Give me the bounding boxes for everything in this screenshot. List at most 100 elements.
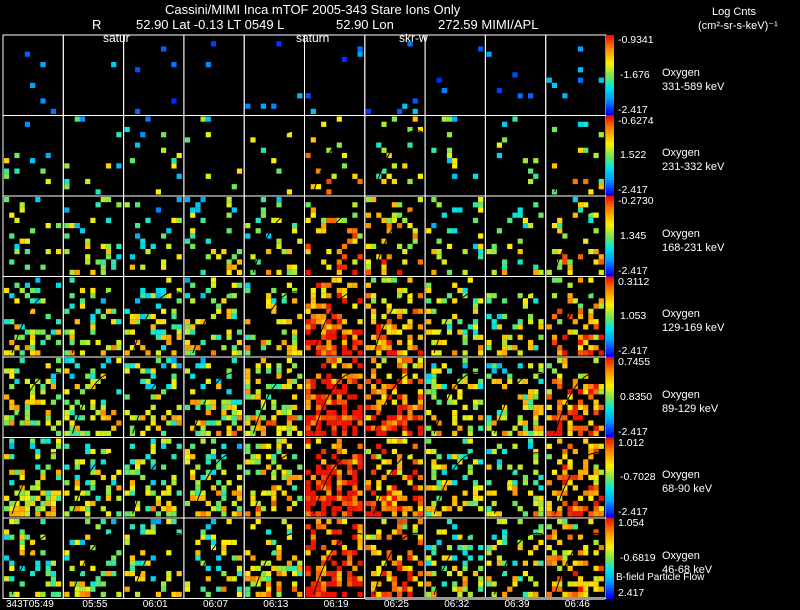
spectrogram-panel (304, 356, 366, 438)
spectrogram-panel (484, 195, 547, 277)
spectrogram-panel (183, 437, 245, 519)
spectrogram-panel (424, 437, 486, 519)
spectrogram-panel (364, 34, 426, 116)
spectrogram-panel (484, 517, 547, 599)
spectrogram-panel (123, 356, 185, 438)
colorbar (606, 357, 614, 438)
spectrogram-panel (2, 276, 64, 358)
species-label: Oxygen (662, 549, 700, 562)
spectrogram-panel (183, 356, 245, 438)
time-label: 06:19 (323, 599, 349, 610)
species-label: Oxygen (662, 66, 700, 79)
plot-title: Cassini/MIMI Inca mTOF 2005-343 Stare Io… (165, 2, 461, 17)
units-title: Log Cnts (712, 6, 757, 18)
spectrogram-panel (62, 34, 125, 116)
spectrogram-panel (243, 437, 305, 519)
spectrogram-panel (545, 517, 607, 599)
time-label: 06:32 (444, 599, 470, 610)
energy-label: 331-589 keV (662, 80, 725, 93)
energy-label: 231-332 keV (662, 161, 725, 174)
colorbar-max-label: 1.012 (618, 436, 645, 449)
colorbar (606, 437, 614, 519)
spectrogram-panel (545, 276, 607, 358)
lon-label: 52.90 Lon (336, 17, 394, 32)
spectrogram-panel (484, 437, 547, 519)
colorbar-min-label: -2.417 (618, 264, 648, 277)
row-label: Oxygen 68-90 keV (662, 468, 712, 496)
spectrogram-panel (424, 356, 486, 438)
colorbar-mid-label: -1.676 (620, 68, 650, 81)
spectrogram-panel (304, 517, 366, 599)
energy-label: 168-231 keV (662, 241, 725, 254)
spectrogram-panel (243, 195, 305, 277)
spectrogram-panel (304, 276, 366, 358)
spectrogram-panel (62, 195, 125, 277)
energy-label: 129-169 keV (662, 322, 725, 335)
colorbar-min-label: -2.417 (618, 425, 648, 438)
colorbar-max-label: -0.9341 (618, 34, 654, 46)
spectrogram-panel (364, 115, 426, 197)
spectrogram-panel (62, 517, 125, 599)
spectrogram-panel (424, 517, 486, 599)
colorbar-min-label: -2.417 (618, 184, 648, 196)
units-subtitle: (cm²-sr-s-keV)⁻¹ (698, 20, 778, 32)
row-label: Oxygen 46-68 keV (662, 549, 712, 577)
spectrogram-panel (364, 276, 426, 358)
colorbar-mid-label: -0.7028 (620, 471, 656, 484)
colorbar-max-label: -0.6274 (618, 114, 654, 127)
spectrogram-panel (123, 276, 185, 358)
spectrogram-panel (123, 437, 185, 519)
time-label: 343T05:49 (6, 599, 54, 610)
time-label: 06:39 (504, 599, 530, 610)
colorbar-mid-label: 1.345 (620, 229, 647, 242)
time-marker-bar (365, 597, 605, 600)
spectrogram-panel (304, 195, 366, 277)
colorbar-min-label: -2.417 (618, 506, 648, 518)
spectrogram-panel (62, 356, 125, 438)
colorbar-max-label: 0.3112 (618, 275, 650, 288)
spectrogram-panel (304, 437, 366, 519)
species-label: Oxygen (662, 308, 700, 321)
spectrogram-panel (183, 115, 245, 197)
spectrogram-panel (545, 115, 607, 197)
row-label: Oxygen 89-129 keV (662, 388, 718, 416)
spectrogram-panel (2, 34, 64, 116)
spectrogram-panel (62, 437, 125, 519)
spectrogram-panel (2, 356, 64, 438)
spectrogram-panel (364, 356, 426, 438)
spectrogram-panel (364, 195, 426, 277)
colorbar-mid-label: -0.6819 (620, 551, 656, 564)
spectrogram-panel (424, 195, 486, 277)
spectrogram-panel (364, 517, 426, 599)
energy-label: 68-90 keV (662, 483, 713, 496)
row-label: Oxygen 168-231 keV (662, 227, 724, 255)
spectrogram-panel (424, 34, 486, 116)
energy-label: 46-68 keV (662, 563, 713, 576)
time-label: 06:46 (564, 599, 590, 610)
spectrogram-panel (123, 517, 185, 599)
colorbar-mid-label: 1.053 (620, 310, 647, 323)
spectrogram-panel (183, 276, 245, 358)
time-label: 06:13 (263, 599, 289, 610)
time-label: 05:55 (82, 599, 108, 610)
colorbar-mid-label: 1.522 (620, 149, 647, 162)
time-label: 06:07 (203, 599, 229, 610)
energy-label: 89-129 keV (662, 402, 719, 415)
spectrogram-panel (484, 115, 547, 197)
spectrogram-panel (484, 34, 547, 116)
spectrogram-panel (243, 276, 305, 358)
colorbar-max-label: 0.7455 (618, 356, 651, 368)
spectrogram-panel (123, 115, 185, 197)
colorbar-min-label: 2.417 (618, 586, 645, 599)
colorbar-mid-label: 0.8350 (620, 390, 653, 403)
spectrogram-panel (484, 356, 547, 438)
species-label: Oxygen (662, 227, 700, 240)
spectrogram-panel (484, 276, 547, 358)
time-label: 06:01 (142, 599, 168, 610)
spectrogram-panel (545, 34, 607, 116)
colorbar (606, 518, 614, 599)
r-label: R (92, 17, 102, 32)
colorbar (606, 115, 614, 197)
colorbar-max-label: -0.2730 (618, 195, 654, 207)
colorbar-min-label: -2.417 (618, 345, 648, 357)
